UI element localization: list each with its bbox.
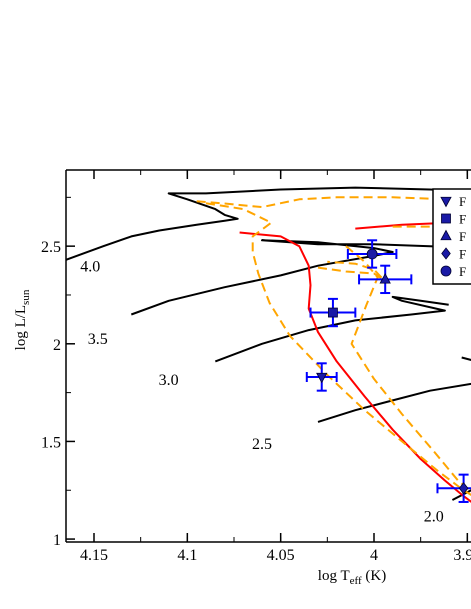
star-diamond [436, 473, 471, 503]
x-tick-label: 4.05 [267, 547, 295, 564]
dashed-isochrone-5 [317, 260, 385, 281]
y-axis-title-main: log L/L [13, 305, 29, 350]
star-marker-triangle-up [379, 273, 391, 284]
solid-isochrone-0 [239, 231, 471, 503]
x-tick-label: 4 [370, 547, 378, 564]
star-square [309, 297, 357, 328]
legend-box [432, 188, 471, 285]
legend-marker-diamond [441, 247, 451, 260]
star-marker-triangle-down [316, 372, 328, 384]
y-tick-label: 2 [53, 337, 61, 354]
x-axis-title-sub: eff [350, 575, 362, 587]
legend-label-triangle-up: F [459, 229, 466, 244]
legend-marker-circle [440, 265, 452, 277]
evolutionary-track-3.5 [130, 239, 471, 316]
evolutionary-track-3.0 [214, 295, 449, 363]
legend-label-square: F [459, 212, 466, 227]
y-axis-title: log L/Lsun [13, 289, 32, 350]
y-tick-label: 1.5 [41, 434, 61, 451]
track-label-4.0: 4.0 [80, 259, 100, 276]
evolutionary-track-2.0 [451, 489, 471, 501]
x-axis-title-main: log T [318, 568, 350, 584]
star-triangle-down [305, 362, 338, 392]
evolutionary-track-2.5 [317, 382, 471, 423]
track-label-3.5: 3.5 [88, 331, 108, 348]
x-tick-label: 4.1 [177, 547, 197, 564]
legend-label-triangle-down: F [459, 194, 466, 209]
legend-marker-triangle-up [440, 229, 452, 241]
star-circle [346, 239, 398, 269]
observed-stars [305, 239, 471, 503]
dashed-isochrone-4 [196, 196, 471, 209]
x-tick-label: 3.95 [453, 547, 471, 564]
x-axis-title-unit: (K) [362, 568, 387, 584]
evolutionary-track-extra-5 [461, 356, 471, 361]
x-tick-label: 4.15 [80, 547, 108, 564]
star-marker-square [328, 307, 338, 318]
star-marker-diamond [458, 482, 469, 495]
legend-label-circle: F [459, 264, 466, 279]
y-tick-label: 2.5 [41, 239, 61, 256]
star-triangle-up [358, 264, 413, 295]
track-labels: 4.0 3.5 3.0 2.5 2.0 [80, 259, 443, 526]
legend-marker-triangle-down [440, 196, 452, 208]
y-tick-label: 1 [53, 532, 61, 549]
y-axis-title-sub: sun [20, 289, 32, 305]
track-label-2.5: 2.5 [252, 436, 272, 453]
track-label-3.0: 3.0 [159, 372, 179, 389]
x-axis-title: log Teff (K) [318, 568, 386, 587]
axis-ticks: 4.15 4.1 4.05 4 3.95 1 1.5 2 2.5 [41, 170, 471, 564]
track-label-2.0: 2.0 [424, 508, 444, 525]
legend-label-diamond: F [459, 247, 466, 262]
dashed-isochrone-2 [205, 202, 471, 496]
legend-marker-square [441, 213, 451, 224]
evolutionary-track-4.0 [66, 186, 471, 261]
star-marker-circle [366, 248, 378, 260]
